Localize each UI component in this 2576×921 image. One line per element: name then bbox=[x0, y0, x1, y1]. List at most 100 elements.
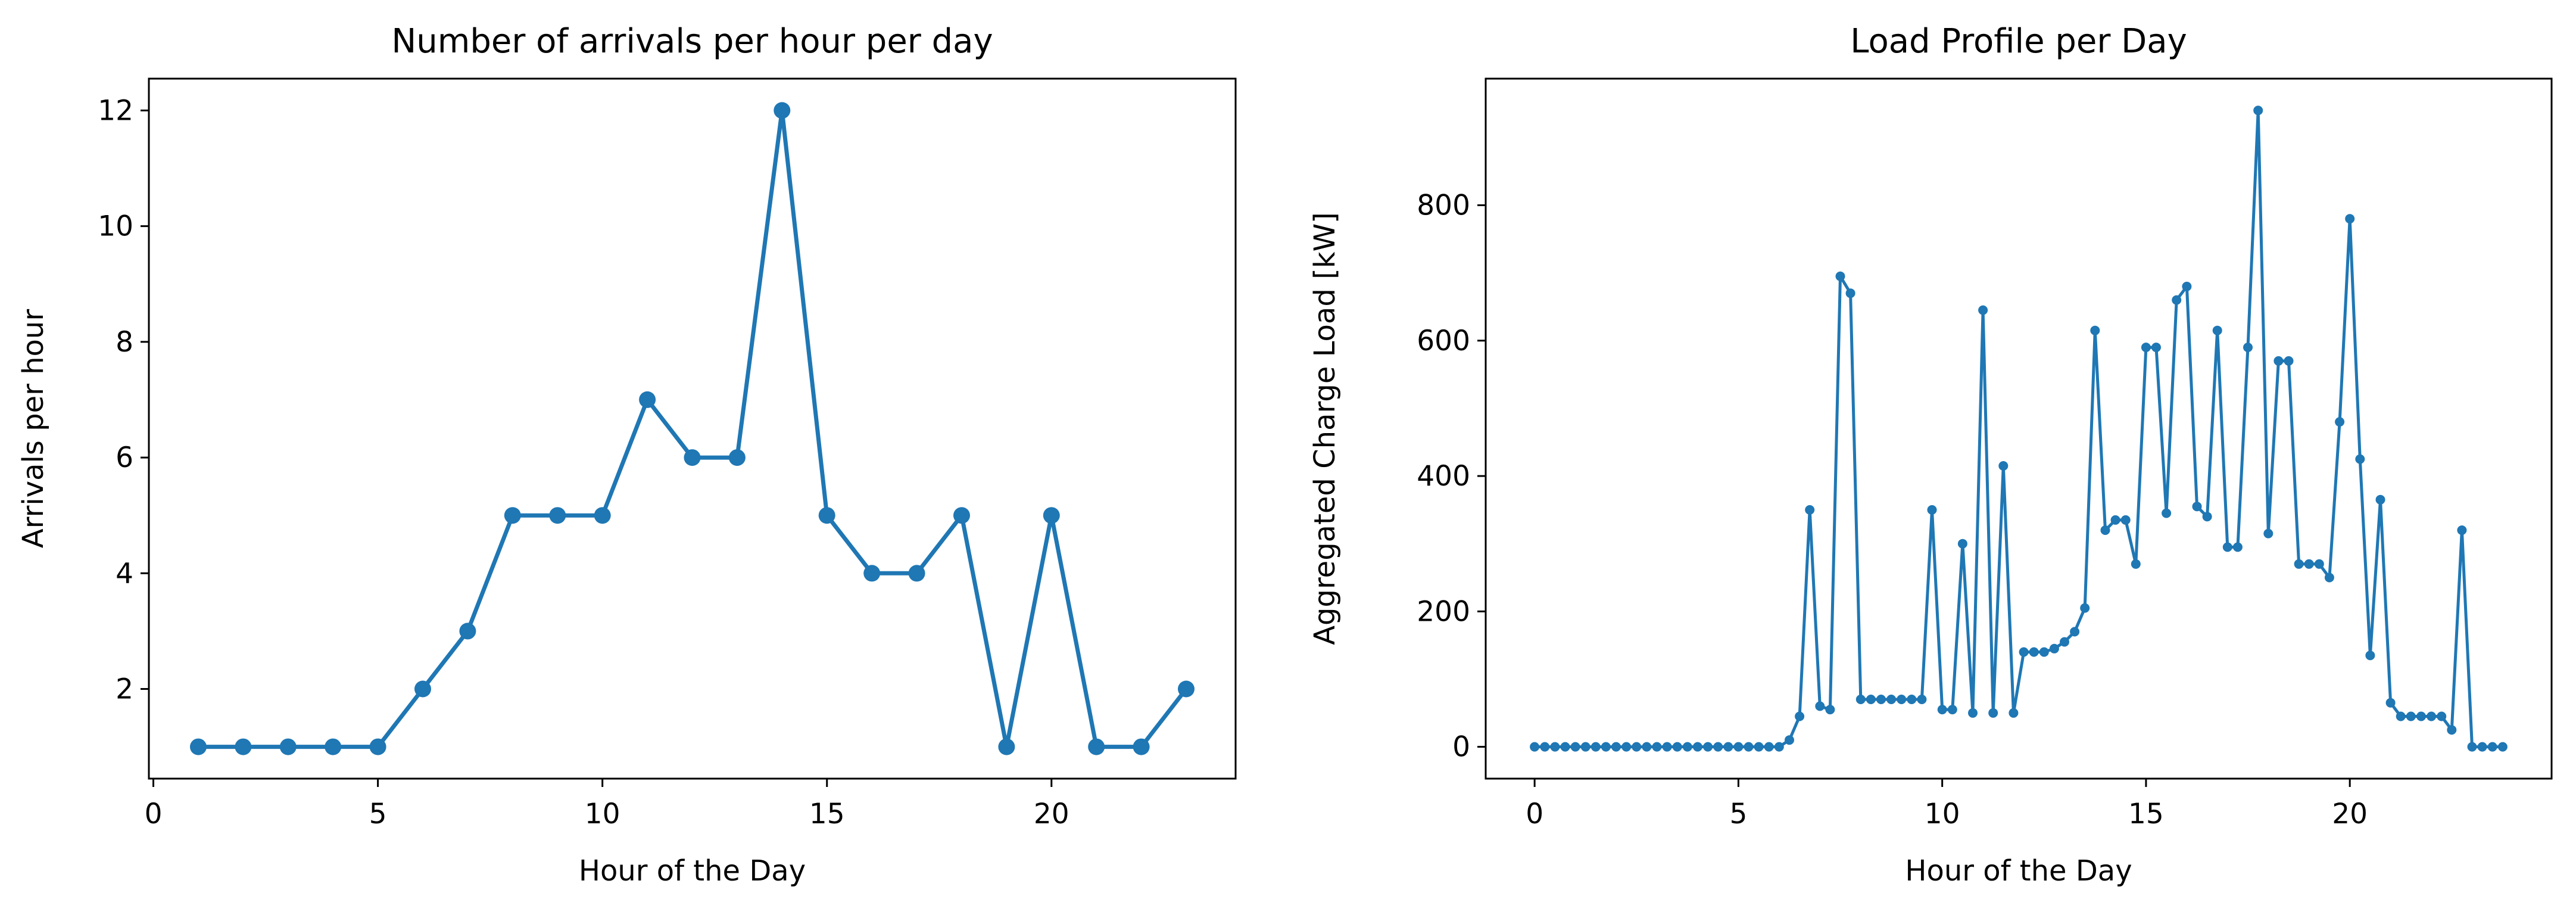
x-tick-label: 10 bbox=[585, 798, 620, 830]
x-tick-label: 0 bbox=[145, 798, 163, 830]
data-point-marker bbox=[863, 565, 881, 582]
data-point-marker bbox=[2039, 647, 2049, 657]
data-point-marker bbox=[1835, 271, 1845, 281]
y-tick-label: 6 bbox=[116, 441, 133, 474]
data-point-marker bbox=[1907, 695, 1917, 704]
data-point-marker bbox=[2232, 542, 2243, 552]
data-point-marker bbox=[1692, 742, 1702, 752]
data-point-marker bbox=[1723, 742, 1733, 752]
y-tick-label: 4 bbox=[116, 557, 133, 590]
data-point-marker bbox=[1043, 507, 1060, 524]
data-point-marker bbox=[1611, 742, 1621, 752]
data-point-marker bbox=[639, 391, 656, 408]
x-tick-label: 15 bbox=[809, 798, 845, 830]
marker-group bbox=[1530, 105, 2508, 752]
data-point-marker bbox=[594, 507, 611, 524]
data-point-marker bbox=[1855, 695, 1866, 704]
y-axis-label: Aggregated Charge Load [kW] bbox=[1308, 212, 1342, 645]
x-tick-label: 10 bbox=[1925, 798, 1960, 830]
data-point-marker bbox=[1652, 742, 1662, 752]
line-series bbox=[1533, 108, 2505, 749]
data-point-marker bbox=[1672, 742, 1682, 752]
data-point-marker bbox=[1178, 680, 1195, 698]
data-point-marker bbox=[1590, 742, 1601, 752]
data-point-marker bbox=[953, 507, 970, 524]
data-point-marker bbox=[2274, 356, 2284, 366]
data-point-marker bbox=[1897, 695, 1907, 704]
data-point-marker bbox=[2375, 494, 2385, 505]
data-point-marker bbox=[1845, 288, 1855, 298]
x-tick-label: 20 bbox=[1034, 798, 1069, 830]
x-tick-label: 0 bbox=[1526, 798, 1543, 830]
data-point-marker bbox=[1088, 738, 1105, 755]
data-point-marker bbox=[369, 738, 386, 755]
data-point-marker bbox=[774, 102, 791, 119]
data-point-marker bbox=[2427, 711, 2437, 721]
data-point-marker bbox=[1805, 505, 1815, 515]
data-point-marker bbox=[414, 680, 431, 698]
data-point-marker bbox=[2314, 559, 2324, 569]
plot-frame bbox=[148, 77, 1237, 780]
data-point-marker bbox=[1682, 742, 1692, 752]
data-point-marker bbox=[1754, 742, 1764, 752]
data-point-marker bbox=[1703, 742, 1713, 752]
y-tick-label: 2 bbox=[116, 673, 133, 705]
line-series bbox=[196, 108, 1189, 749]
y-tick-label: 800 bbox=[1417, 189, 1470, 222]
data-point-marker bbox=[2437, 711, 2447, 721]
data-point-marker bbox=[1978, 305, 1988, 315]
y-tick-label: 10 bbox=[98, 210, 133, 243]
data-point-marker bbox=[1540, 742, 1550, 752]
arrivals-per-hour-chart: 0 5 10 15 20 2 4 6 8 10 12 Number of arrivals per h… bbox=[17, 22, 1237, 888]
data-point-marker bbox=[2284, 356, 2294, 366]
data-point-marker bbox=[1580, 742, 1590, 752]
data-point-marker bbox=[2029, 647, 2039, 657]
data-point-marker bbox=[1601, 742, 1611, 752]
data-point-marker bbox=[2019, 647, 2029, 657]
data-point-marker bbox=[2253, 105, 2263, 116]
data-point-marker bbox=[1886, 695, 1897, 704]
data-point-marker bbox=[1866, 695, 1876, 704]
data-point-marker bbox=[2100, 525, 2110, 535]
data-point-marker bbox=[684, 449, 701, 466]
data-point-marker bbox=[2406, 711, 2416, 721]
data-point-marker bbox=[1632, 742, 1642, 752]
data-point-marker bbox=[2294, 559, 2304, 569]
data-point-marker bbox=[1927, 505, 1937, 515]
data-point-marker bbox=[1957, 539, 1967, 549]
y-axis-label: Arrivals per hour bbox=[17, 309, 50, 548]
data-point-marker bbox=[1795, 711, 1805, 721]
data-point-marker bbox=[1764, 742, 1774, 752]
data-point-marker bbox=[2457, 525, 2467, 535]
data-point-marker bbox=[459, 623, 476, 640]
data-point-marker bbox=[235, 738, 252, 755]
data-point-marker bbox=[2049, 643, 2059, 654]
data-point-marker bbox=[2162, 508, 2172, 518]
data-point-marker bbox=[2335, 417, 2345, 427]
data-point-marker bbox=[1988, 708, 1998, 718]
data-point-marker bbox=[1876, 695, 1886, 704]
data-point-marker bbox=[2497, 742, 2508, 752]
data-point-marker bbox=[2212, 325, 2222, 335]
y-tick-label: 0 bbox=[1452, 731, 1470, 764]
data-point-marker bbox=[1825, 705, 1835, 715]
data-point-marker bbox=[2120, 515, 2131, 525]
data-point-marker bbox=[908, 565, 925, 582]
data-point-marker bbox=[2192, 502, 2202, 512]
x-tick-label: 5 bbox=[1729, 798, 1747, 830]
data-point-marker bbox=[2009, 708, 2019, 718]
x-tick-label: 20 bbox=[2332, 798, 2368, 830]
data-point-marker bbox=[1733, 742, 1744, 752]
y-tick-label: 400 bbox=[1417, 460, 1470, 493]
data-point-marker bbox=[2385, 698, 2396, 708]
data-point-marker bbox=[2263, 528, 2274, 539]
data-point-marker bbox=[2324, 572, 2334, 583]
data-point-marker bbox=[2487, 742, 2497, 752]
marker-group bbox=[190, 102, 1195, 755]
data-point-marker bbox=[2080, 603, 2090, 613]
data-point-marker bbox=[2151, 343, 2161, 353]
data-point-marker bbox=[2110, 515, 2120, 525]
data-point-marker bbox=[2202, 512, 2212, 522]
data-point-marker bbox=[2222, 542, 2232, 552]
data-point-marker bbox=[1917, 695, 1927, 704]
